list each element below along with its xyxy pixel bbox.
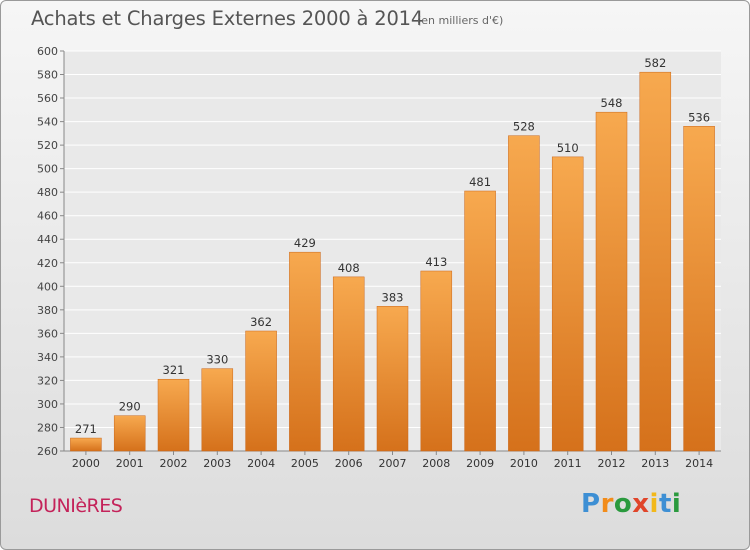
x-tick-label: 2010: [510, 457, 538, 470]
y-tick-label: 320: [37, 374, 58, 387]
bar-2011: [551, 156, 584, 452]
bar-2008: [420, 270, 453, 452]
logo-letter: r: [600, 489, 614, 519]
y-tick-label: 280: [37, 421, 58, 434]
data-label-2010: 528: [513, 120, 535, 134]
x-tick-label: 2014: [685, 457, 713, 470]
x-tick-label: 2007: [379, 457, 407, 470]
y-tick-label: 520: [37, 139, 58, 152]
bar-2005: [289, 251, 321, 452]
x-tick-label: 2003: [203, 457, 231, 470]
bar-2003: [201, 368, 234, 452]
x-tick-label: 2006: [335, 457, 363, 470]
bar-2012: [595, 111, 628, 452]
y-tick-label: 600: [37, 45, 58, 58]
data-label-2012: 548: [601, 96, 623, 110]
data-label-2013: 582: [644, 56, 666, 70]
bar-2006: [332, 276, 365, 452]
logo-letter: i: [649, 489, 659, 519]
bar-2000: [70, 437, 102, 452]
x-tick-label: 2004: [247, 457, 275, 470]
logo-letter: i: [671, 489, 682, 519]
bar-2009: [464, 190, 496, 452]
bar-2014: [683, 126, 715, 452]
x-tick-label: 2011: [554, 457, 582, 470]
data-label-2009: 481: [469, 175, 491, 189]
y-tick-label: 540: [37, 116, 58, 129]
logo-letter: x: [632, 489, 650, 519]
logo-letter: t: [658, 489, 672, 519]
data-label-2014: 536: [688, 110, 710, 124]
bar-2004: [245, 330, 277, 452]
data-label-2003: 330: [206, 353, 228, 367]
data-label-2008: 413: [425, 255, 447, 269]
logo-letter: P: [581, 489, 601, 519]
data-label-2004: 362: [250, 315, 272, 329]
y-tick-label: 460: [37, 210, 58, 223]
x-tick-label: 2013: [641, 457, 669, 470]
data-label-2011: 510: [557, 141, 579, 155]
x-tick-label: 2009: [466, 457, 494, 470]
y-tick-label: 420: [37, 257, 58, 270]
x-tick-label: 2001: [116, 457, 144, 470]
y-tick-label: 380: [37, 304, 58, 317]
x-tick-label: 2008: [422, 457, 450, 470]
data-label-2002: 321: [163, 363, 185, 377]
y-tick-label: 500: [37, 163, 58, 176]
y-tick-label: 340: [37, 351, 58, 364]
chart-title: Achats et Charges Externes 2000 à 2014: [31, 7, 424, 30]
x-tick-label: 2000: [72, 457, 100, 470]
chart-subtitle: (en milliers d'€): [417, 14, 504, 27]
y-tick-label: 260: [37, 445, 58, 458]
data-label-2006: 408: [338, 261, 360, 275]
bar-2001: [113, 415, 146, 452]
bar-2010: [508, 135, 540, 452]
bar-2007: [376, 306, 409, 452]
x-tick-label: 2005: [291, 457, 319, 470]
data-label-2001: 290: [119, 400, 141, 414]
x-tick-label: 2012: [598, 457, 626, 470]
y-tick-label: 440: [37, 233, 58, 246]
y-tick-label: 360: [37, 327, 58, 340]
data-label-2005: 429: [294, 236, 316, 250]
data-label-2007: 383: [382, 290, 404, 304]
y-tick-label: 560: [37, 92, 58, 105]
y-tick-label: 400: [37, 280, 58, 293]
y-tick-label: 300: [37, 398, 58, 411]
x-tick-label: 2002: [160, 457, 188, 470]
commune-name: DUNIèRES: [29, 495, 123, 517]
bar-2002: [157, 378, 190, 452]
y-tick-label: 480: [37, 186, 58, 199]
bar-2013: [639, 71, 672, 452]
proxiti-logo: Proxiti: [581, 489, 701, 523]
logo-letter: o: [613, 489, 633, 519]
data-label-2000: 271: [75, 422, 97, 436]
y-tick-label: 580: [37, 69, 58, 82]
